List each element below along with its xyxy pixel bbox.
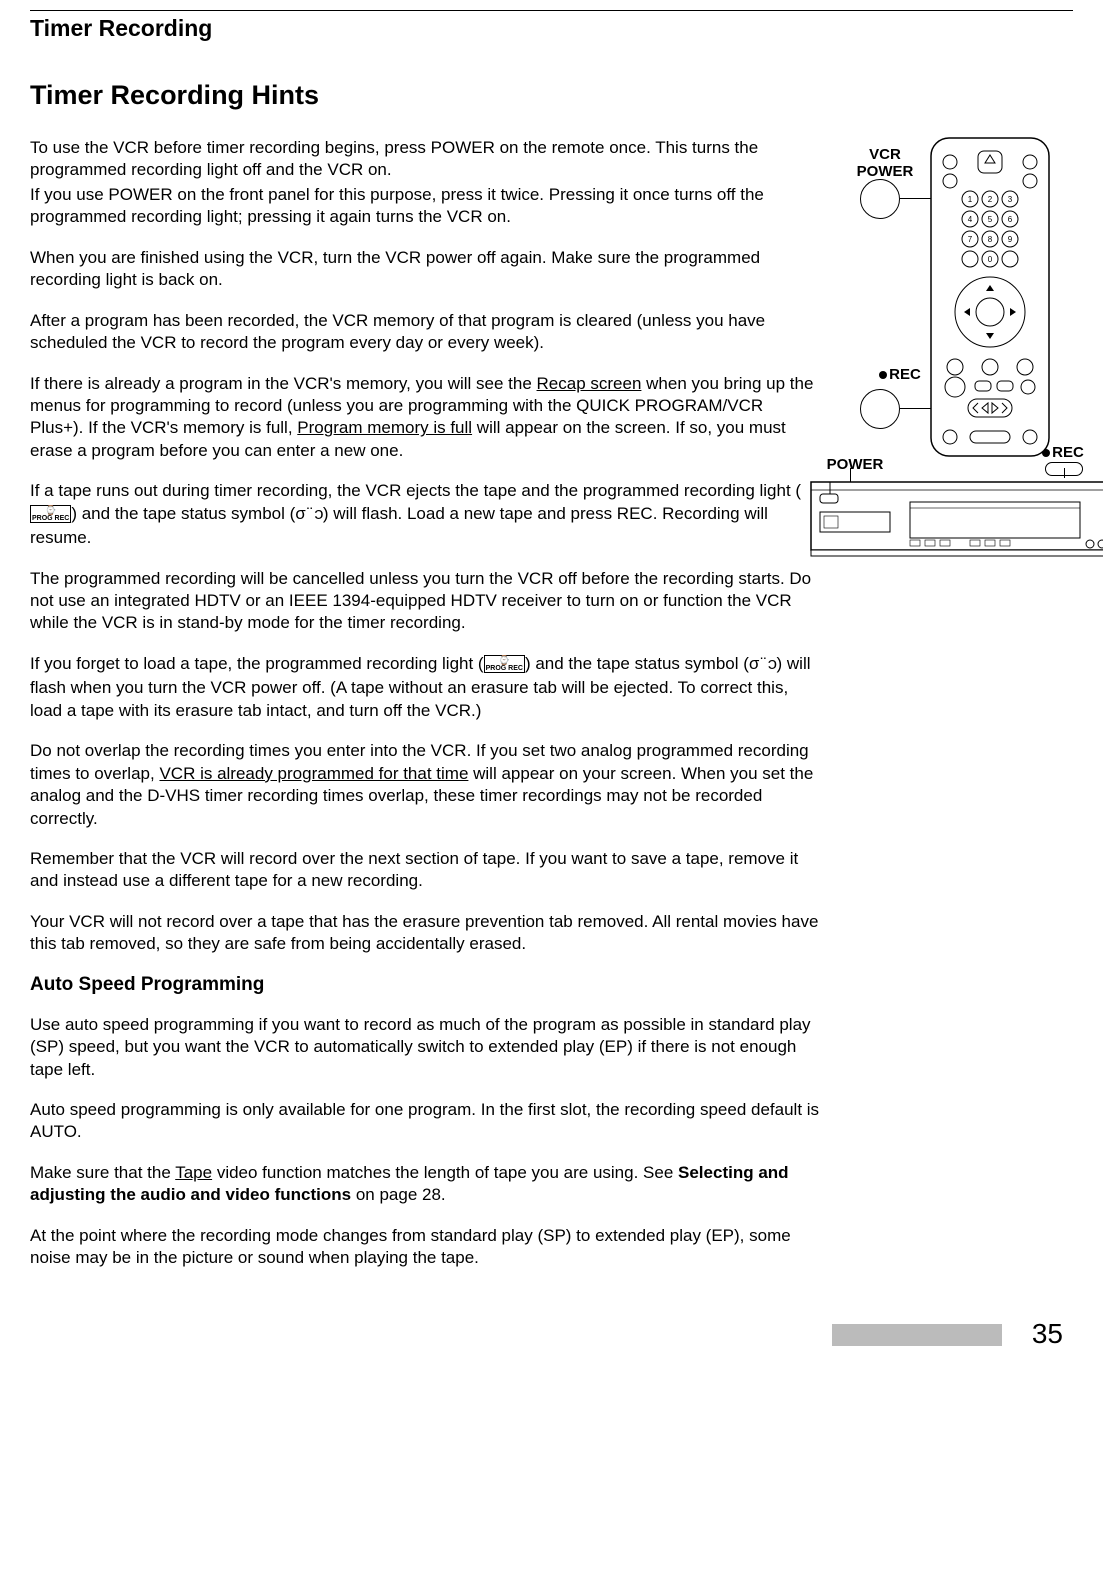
- paragraph: Use auto speed programming if you want t…: [30, 1014, 820, 1081]
- subheading: Auto Speed Programming: [30, 974, 820, 996]
- text: on page 28.: [351, 1185, 446, 1204]
- underline-text: Recap screen: [537, 374, 642, 393]
- text: If you forget to load a tape, the progra…: [30, 654, 484, 673]
- page-footer: 35: [30, 1318, 1073, 1350]
- progrec-icon: PROG REC: [484, 655, 525, 673]
- paragraph: If there is already a program in the VCR…: [30, 373, 820, 463]
- svg-text:4: 4: [968, 215, 973, 224]
- svg-text:6: 6: [1008, 215, 1013, 224]
- text-column: To use the VCR before timer recording be…: [30, 137, 820, 1288]
- text: If a tape runs out during timer recordin…: [30, 481, 801, 500]
- svg-text:2: 2: [988, 195, 993, 204]
- vcr-power-label: VCR POWER: [840, 147, 930, 180]
- diagram-column: VCR POWER REC POWER REC: [840, 137, 1073, 1288]
- remote-control-icon: 1 2 3 4 5 6 7 8 9 0: [930, 137, 1050, 457]
- rec-label: REC: [870, 367, 930, 384]
- paragraph: Remember that the VCR will record over t…: [30, 848, 820, 893]
- vcr-unit-icon: [810, 472, 1103, 562]
- underline-text: Tape: [175, 1163, 212, 1182]
- text: ) and the tape status symbol (: [71, 504, 295, 523]
- text: Make sure that the: [30, 1163, 175, 1182]
- page-bar: [832, 1324, 1002, 1346]
- paragraph: If you use POWER on the front panel for …: [30, 184, 820, 229]
- svg-text:8: 8: [988, 235, 993, 244]
- paragraph: Auto speed programming is only available…: [30, 1099, 820, 1144]
- svg-text:9: 9: [1008, 235, 1013, 244]
- paragraph: The programmed recording will be cancell…: [30, 568, 820, 635]
- section-title: Timer Recording Hints: [30, 80, 1073, 111]
- svg-text:3: 3: [1008, 195, 1013, 204]
- svg-text:7: 7: [968, 235, 973, 244]
- paragraph: If you forget to load a tape, the progra…: [30, 653, 820, 722]
- svg-text:0: 0: [988, 255, 993, 264]
- tape-symbol-icon: σ¨ɔ: [749, 656, 777, 675]
- underline-text: Program memory is full: [297, 418, 472, 437]
- paragraph: When you are finished using the VCR, tur…: [30, 247, 820, 292]
- page-number: 35: [1032, 1318, 1063, 1349]
- paragraph: If a tape runs out during timer recordin…: [30, 480, 820, 549]
- svg-text:1: 1: [968, 195, 973, 204]
- text: video function matches the length of tap…: [212, 1163, 678, 1182]
- text: REC: [1052, 444, 1084, 461]
- page-header: Timer Recording: [30, 10, 1073, 42]
- svg-text:5: 5: [988, 215, 993, 224]
- paragraph: Your VCR will not record over a tape tha…: [30, 911, 820, 956]
- text: REC: [889, 366, 921, 383]
- paragraph: Do not overlap the recording times you e…: [30, 740, 820, 830]
- paragraph: Make sure that the Tape video function m…: [30, 1162, 820, 1207]
- vcr-power-button-icon: [860, 179, 900, 219]
- text: If there is already a program in the VCR…: [30, 374, 537, 393]
- paragraph: At the point where the recording mode ch…: [30, 1225, 820, 1270]
- paragraph: After a program has been recorded, the V…: [30, 310, 820, 355]
- text: ) and the tape status symbol (: [525, 654, 749, 673]
- rec-button-icon: [860, 389, 900, 429]
- dot-icon: [879, 371, 887, 379]
- paragraph: To use the VCR before timer recording be…: [30, 137, 820, 182]
- remote-diagram: VCR POWER REC POWER REC: [840, 137, 1073, 617]
- underline-text: VCR is already programmed for that time: [159, 764, 468, 783]
- progrec-icon: PROG REC: [30, 505, 71, 523]
- tape-symbol-icon: σ¨ɔ: [295, 506, 323, 525]
